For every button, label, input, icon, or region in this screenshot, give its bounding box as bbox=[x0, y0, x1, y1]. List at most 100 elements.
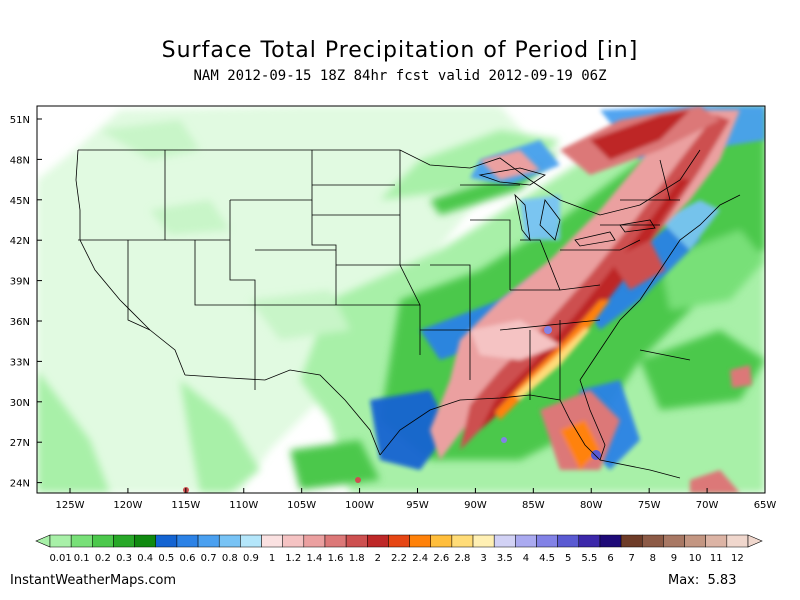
legend-label: 7 bbox=[628, 553, 634, 564]
lon-label: 85W bbox=[522, 500, 545, 511]
legend-label: 1.2 bbox=[285, 553, 301, 564]
legend-label: 10 bbox=[689, 553, 702, 564]
legend-label: 3 bbox=[480, 553, 486, 564]
max-label: Max: bbox=[668, 573, 700, 588]
legend-swatch bbox=[92, 534, 114, 548]
legend-label: 4.5 bbox=[539, 553, 555, 564]
lat-label: 36N bbox=[10, 317, 30, 328]
legend-swatch bbox=[493, 534, 516, 548]
lon-label: 100W bbox=[345, 500, 374, 511]
boundary-lines bbox=[75, 149, 741, 479]
legend-label: 1.8 bbox=[349, 553, 365, 564]
legend-swatch bbox=[197, 534, 220, 548]
lat-label: 45N bbox=[10, 196, 30, 207]
legend-swatch bbox=[641, 534, 664, 548]
legend-swatch bbox=[261, 534, 283, 548]
legend-swatch bbox=[578, 534, 601, 548]
legend-label: 5 bbox=[565, 553, 571, 564]
max-value: 5.83 bbox=[707, 573, 737, 588]
legend-arrow-right bbox=[747, 534, 763, 548]
legend-label: 11 bbox=[710, 553, 723, 564]
legend-swatch bbox=[303, 534, 326, 548]
lat-label: 24N bbox=[10, 479, 30, 490]
lon-label: 120W bbox=[113, 500, 142, 511]
legend-label: 0.9 bbox=[243, 553, 259, 564]
legend-arrow-left bbox=[35, 534, 51, 548]
legend-label: 8 bbox=[650, 553, 656, 564]
legend-swatch bbox=[726, 534, 749, 548]
legend-label: 0.6 bbox=[180, 553, 196, 564]
legend-label: 0.01 bbox=[49, 553, 71, 564]
legend-label: 0.8 bbox=[222, 553, 238, 564]
legend-label: 0.3 bbox=[116, 553, 132, 564]
legend-swatch bbox=[367, 534, 389, 548]
site-credit: InstantWeatherMaps.com bbox=[10, 573, 177, 588]
legend-swatch bbox=[472, 534, 495, 548]
lon-label: 110W bbox=[229, 500, 258, 511]
legend-swatch bbox=[663, 534, 685, 548]
legend-label: 2.2 bbox=[391, 553, 407, 564]
legend-label: 3.5 bbox=[497, 553, 513, 564]
legend-swatch bbox=[324, 534, 347, 548]
legend-label: 2.8 bbox=[455, 553, 471, 564]
legend-swatch bbox=[155, 534, 178, 548]
legend-swatch bbox=[388, 534, 410, 548]
legend-swatch bbox=[557, 534, 580, 548]
legend-swatch bbox=[599, 534, 622, 548]
lon-label: 80W bbox=[580, 500, 603, 511]
legend-swatch bbox=[345, 534, 368, 548]
legend-swatch bbox=[134, 534, 157, 548]
legend-label: 0.1 bbox=[74, 553, 90, 564]
precip-field bbox=[37, 106, 765, 493]
legend-swatch bbox=[515, 534, 537, 548]
legend-swatch bbox=[70, 534, 93, 548]
legend-swatch bbox=[430, 534, 453, 548]
color-legend: 0.01 0.1 0.2 0.3 0.4 0.5 0.6 0.7 0.8 0.9 1 1.2 1.4 1.… bbox=[35, 534, 763, 564]
legend-label: 0.4 bbox=[137, 553, 153, 564]
legend-swatch bbox=[113, 534, 135, 548]
lon-label: 75W bbox=[638, 500, 661, 511]
latitude-axis: 51N 48N 45N 42N 39N 36N 33N 30N 27N 24N bbox=[10, 115, 42, 490]
longitude-axis: 125W 120W 115W 110W 105W 100W 95W 90W 85W 80W 75W 7… bbox=[56, 488, 777, 511]
lon-label: 70W bbox=[696, 500, 719, 511]
legend-label: 5.5 bbox=[581, 553, 597, 564]
legend-label: 2.4 bbox=[412, 553, 428, 564]
legend-label: 0.7 bbox=[201, 553, 217, 564]
legend-swatch bbox=[218, 534, 241, 548]
lon-label: 125W bbox=[56, 500, 85, 511]
legend-label: 1.6 bbox=[328, 553, 344, 564]
legend-label: 0.5 bbox=[158, 553, 174, 564]
legend-label: 2.6 bbox=[433, 553, 449, 564]
legend-label: 9 bbox=[671, 553, 677, 564]
lon-label: 90W bbox=[464, 500, 487, 511]
legend-swatch bbox=[240, 534, 262, 548]
legend-swatch bbox=[620, 534, 643, 548]
legend-label: 1 bbox=[269, 553, 275, 564]
map-title: Surface Total Precipitation of Period [i… bbox=[161, 38, 639, 63]
legend-label: 6 bbox=[607, 553, 613, 564]
legend-swatch bbox=[705, 534, 728, 548]
legend-label: 4 bbox=[523, 553, 529, 564]
lon-label: 95W bbox=[406, 500, 429, 511]
max-readout: Max: 5.83 bbox=[668, 573, 736, 588]
map-subtitle: NAM 2012-09-15 18Z 84hr fcst valid 2012-… bbox=[193, 68, 607, 84]
legend-label: 12 bbox=[731, 553, 744, 564]
legend-label: 1.4 bbox=[306, 553, 322, 564]
legend-swatch bbox=[282, 534, 305, 548]
lat-label: 33N bbox=[10, 357, 30, 368]
lat-label: 42N bbox=[10, 236, 30, 247]
legend-swatch bbox=[451, 534, 474, 548]
legend-swatch bbox=[536, 534, 558, 548]
lon-label: 115W bbox=[171, 500, 200, 511]
lon-label: 105W bbox=[287, 500, 316, 511]
legend-swatch bbox=[176, 534, 199, 548]
legend-label: 2 bbox=[375, 553, 381, 564]
legend-swatch bbox=[49, 534, 72, 548]
lat-label: 51N bbox=[10, 115, 30, 126]
legend-swatch bbox=[409, 534, 431, 548]
lat-label: 48N bbox=[10, 155, 30, 166]
legend-label: 0.2 bbox=[95, 553, 111, 564]
legend-swatch bbox=[684, 534, 706, 548]
lon-label: 65W bbox=[754, 500, 777, 511]
